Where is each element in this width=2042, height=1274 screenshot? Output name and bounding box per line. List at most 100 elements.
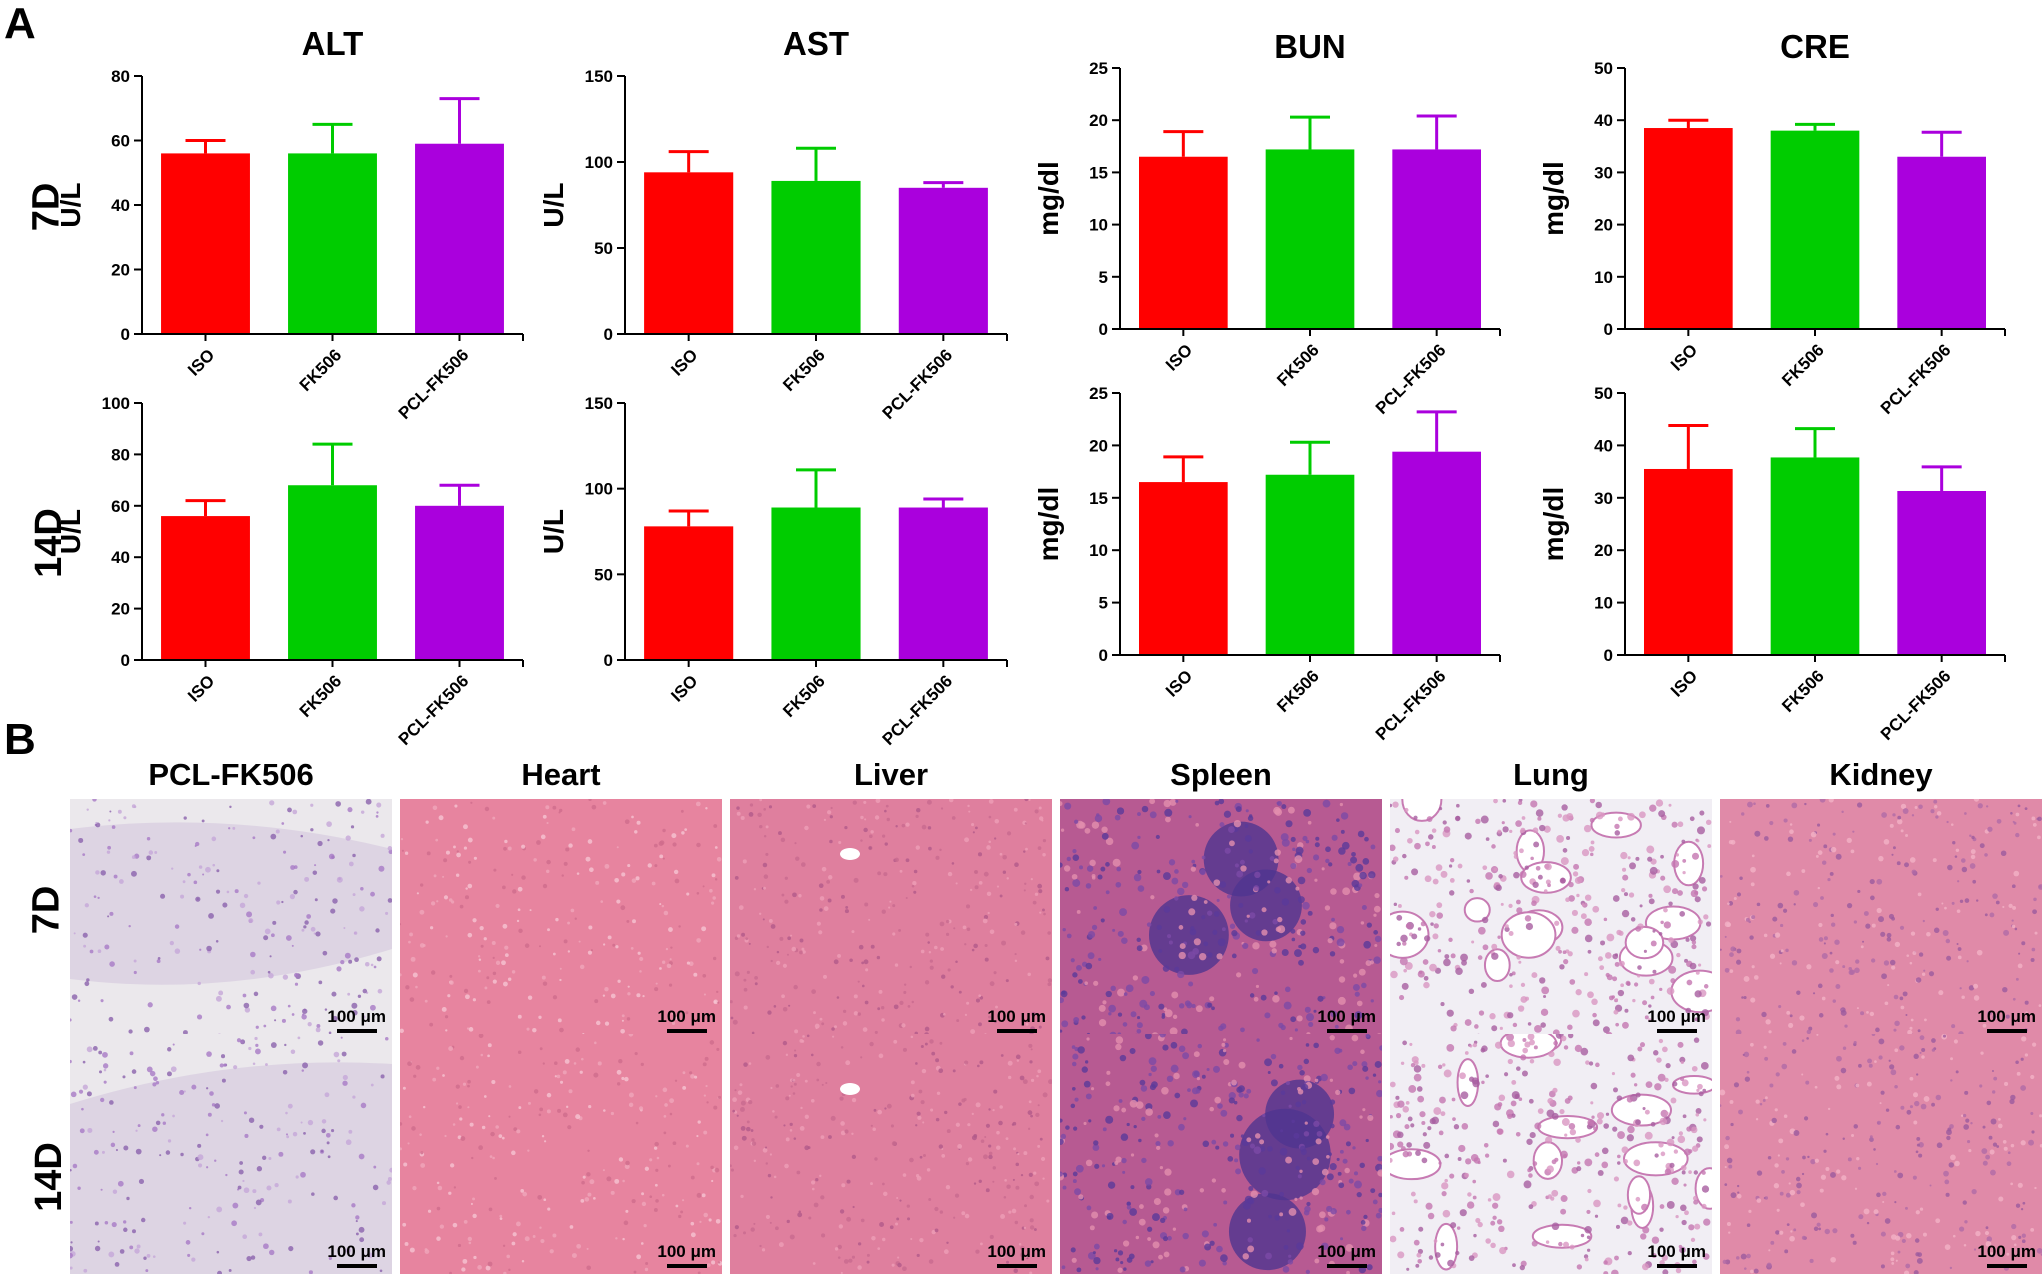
tissue-texture [1060,799,1382,1039]
tissue-texture [400,1034,722,1274]
bar-fk506 [1265,474,1355,655]
histology-image-kidney-7d: 100 μm [1720,799,2042,1039]
x-tick-label: PCL-FK506 [879,345,957,423]
x-tick-label: FK506 [1273,340,1323,390]
chart-title: CRE [1780,28,1850,65]
y-tick-label: 25 [1089,59,1108,78]
scale-bar-label: 100 μm [1977,1007,2036,1026]
y-tick-label: 20 [1594,216,1613,235]
histology-image-liver-14d: 100 μm [730,1034,1052,1274]
x-tick-label: FK506 [1778,340,1828,390]
scale-bar: 100 μm [1977,1007,2036,1033]
y-tick-label: 20 [111,261,130,280]
y-tick-label: 40 [1594,111,1613,130]
x-tick-label: FK506 [1778,666,1828,716]
y-tick-label: 100 [585,153,613,172]
bar-iso [1644,468,1733,655]
y-axis-label: U/L [55,509,86,554]
tissue-texture [70,799,392,1039]
y-tick-label: 0 [1604,646,1613,665]
y-axis-label: U/L [538,509,569,554]
y-tick-label: 50 [1594,59,1613,78]
scale-bar: 100 μm [1647,1242,1706,1268]
x-tick-label: ISO [184,671,218,705]
y-axis-label: mg/dl [1033,161,1064,236]
y-tick-label: 20 [111,600,130,619]
chart-ast_7d: AST U/L ISO FK506 PCL-FK506 0 50 100 150 [538,25,1008,423]
scale-bar-line [336,1264,377,1268]
scale-bar-label: 100 μm [1317,1242,1376,1261]
scale-bar-line [1986,1264,2027,1268]
bar-pcl-fk506 [898,507,988,660]
y-axis-label: mg/dl [1033,487,1064,562]
tissue-texture [730,1034,1052,1274]
scale-bar-line [996,1029,1037,1033]
scale-bar-line [666,1264,707,1268]
x-tick-label: FK506 [1273,666,1323,716]
y-tick-label: 0 [121,651,130,670]
scale-bar-label: 100 μm [327,1242,386,1261]
histology-image-spleen-7d: 100 μm [1060,799,1382,1039]
scale-bar-line [1656,1264,1697,1268]
bar-fk506 [1265,149,1355,329]
scale-bar-label: 100 μm [987,1242,1046,1261]
scale-bar-label: 100 μm [987,1007,1046,1026]
y-tick-label: 150 [585,67,613,86]
bar-pcl-fk506 [415,143,504,334]
bar-fk506 [771,507,861,660]
scale-bar-label: 100 μm [327,1007,386,1026]
tissue-texture [1720,799,2042,1039]
y-tick-label: 20 [1089,111,1108,130]
scale-bar: 100 μm [1977,1242,2036,1268]
y-tick-label: 15 [1089,489,1108,508]
bar-iso [161,516,250,660]
scale-bar-line [336,1029,377,1033]
bar-pcl-fk506 [1392,149,1481,329]
chart-cre_7d: CRE mg/dl ISO FK506 PCL-FK506 0 10 20 30 40 50 [1538,28,2006,418]
chart-ast_14d: U/L ISO FK506 PCL-FK506 0 50 100 150 [538,394,1008,749]
chart-bun_7d: BUN mg/dl ISO FK506 PCL-FK506 0 5 10 15 20 25 [1033,28,1501,418]
y-axis-label: mg/dl [1538,161,1569,236]
chart-alt_7d: ALT U/L ISO FK506 PCL-FK506 0 20 40 60 80 [55,25,524,423]
y-tick-label: 60 [111,497,130,516]
y-tick-label: 40 [111,548,130,567]
y-tick-label: 40 [1594,436,1613,455]
y-tick-label: 20 [1089,436,1108,455]
tissue-texture [1390,1034,1712,1274]
scale-bar-line [1656,1029,1697,1033]
bar-pcl-fk506 [1392,451,1481,655]
bar-iso [1139,482,1228,655]
bar-pcl-fk506 [1897,490,1986,655]
x-tick-label: ISO [1162,340,1196,374]
row-label-14d-charts: 14D [27,508,70,578]
y-tick-label: 100 [102,394,130,413]
y-tick-label: 50 [594,239,613,258]
x-tick-label: ISO [1667,340,1701,374]
scale-bar-label: 100 μm [1317,1007,1376,1026]
chart-title: AST [783,25,849,62]
y-tick-label: 0 [1099,320,1108,339]
bar-iso [1644,128,1733,329]
y-tick-label: 60 [111,132,130,151]
histology-image-heart-14d: 100 μm [400,1034,722,1274]
y-axis-label: U/L [55,182,86,227]
scale-bar-line [1326,1029,1367,1033]
bar-iso [1139,156,1228,329]
tissue-texture [730,799,1052,1039]
y-tick-label: 10 [1089,541,1108,560]
scale-bar-label: 100 μm [657,1007,716,1026]
y-tick-label: 0 [1604,320,1613,339]
y-tick-label: 0 [604,325,613,344]
scale-bar: 100 μm [987,1007,1046,1033]
scale-bar-line [1986,1029,2027,1033]
x-tick-label: FK506 [779,671,829,721]
x-tick-label: PCL-FK506 [879,671,957,749]
histology-title-liver: Liver [853,757,929,792]
x-tick-label: ISO [184,345,218,379]
y-tick-label: 5 [1099,268,1108,287]
scale-bar-label: 100 μm [657,1242,716,1261]
tissue-texture [1720,1034,2042,1274]
y-tick-label: 10 [1594,268,1613,287]
x-tick-label: FK506 [779,345,829,395]
y-tick-label: 0 [121,325,130,344]
